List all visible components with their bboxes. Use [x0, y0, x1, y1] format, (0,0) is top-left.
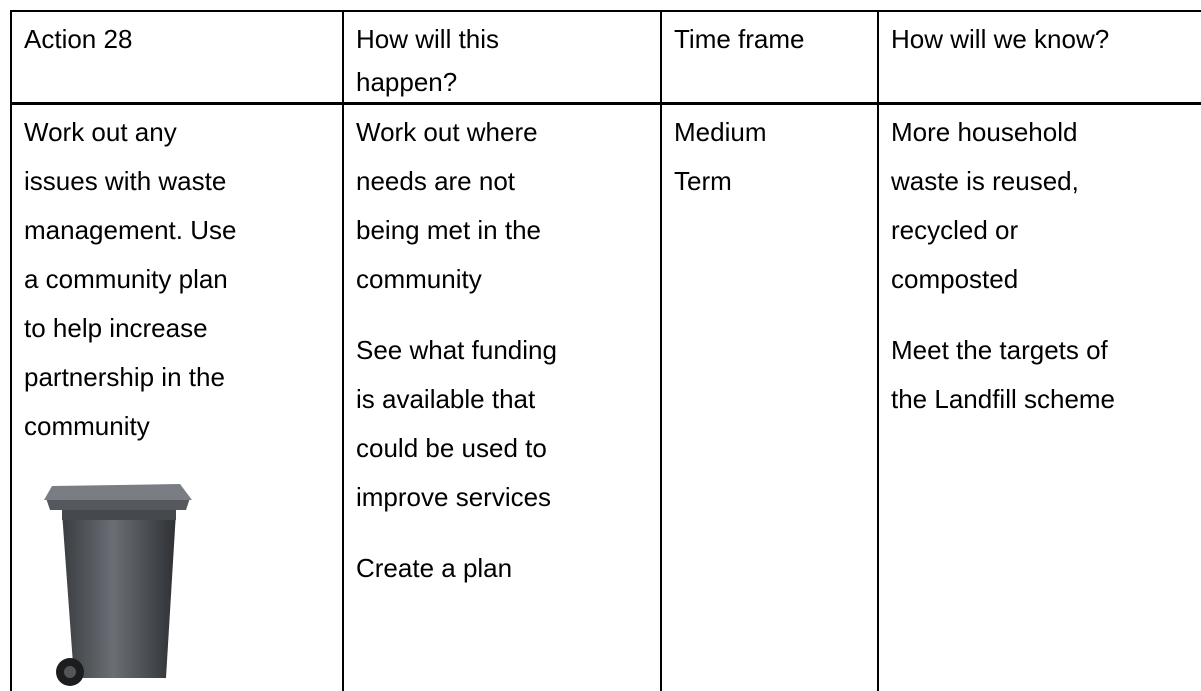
- cell-text: could be used to: [356, 433, 547, 463]
- table-border: [10, 10, 12, 691]
- paragraph: Meet the targets of the Landfill scheme: [891, 326, 1115, 424]
- table-border: [10, 10, 1201, 12]
- header-cell: Action 28: [24, 18, 132, 61]
- cell-text: to help increase: [24, 313, 208, 343]
- cell-text: Work out where: [356, 117, 538, 147]
- cell-text: the Landfill scheme: [891, 384, 1116, 414]
- cell-text: recycled or: [891, 215, 1019, 245]
- cell-text: waste is reused,: [891, 166, 1079, 196]
- cell-text: management. Use: [24, 215, 237, 245]
- cell-text: needs are not: [356, 166, 516, 196]
- header-text: Time frame: [674, 24, 805, 54]
- header-text: How will we know?: [891, 24, 1110, 54]
- cell-text: community: [356, 264, 482, 294]
- cell-text: being met in the: [356, 215, 542, 245]
- table-border: [877, 10, 879, 691]
- paragraph: Work out any issues with waste management.…: [24, 108, 236, 451]
- cell-text: More household: [891, 117, 1078, 147]
- table-border: [342, 10, 344, 691]
- cell-text: Meet the targets of: [891, 335, 1108, 365]
- wheelie-bin-icon: [44, 484, 192, 686]
- cell-text: Create a plan: [356, 553, 513, 583]
- cell-text: issues with waste: [24, 166, 227, 196]
- paragraph: Create a plan: [356, 544, 557, 593]
- cell-text: Term: [674, 166, 732, 196]
- paragraph: More household waste is reused, recycled o…: [891, 108, 1115, 304]
- header-cell: How will we know?: [891, 18, 1109, 61]
- cell-text: is available that: [356, 384, 536, 414]
- header-text: happen?: [356, 67, 458, 97]
- paragraph: Work out where needs are not being met in …: [356, 108, 557, 304]
- paragraph: Medium Term: [674, 108, 766, 206]
- table-border: [10, 102, 1201, 105]
- header-cell: Time frame: [674, 18, 805, 61]
- paragraph: See what funding is available that could b…: [356, 326, 557, 522]
- cell-text: See what funding: [356, 335, 557, 365]
- cell-text: community: [24, 411, 150, 441]
- body-cell: Medium Term: [674, 108, 766, 206]
- cell-text: a community plan: [24, 264, 228, 294]
- cell-text: Work out any: [24, 117, 177, 147]
- body-cell: Work out where needs are not being met in …: [356, 108, 557, 593]
- cell-text: composted: [891, 264, 1019, 294]
- header-text: Action 28: [24, 24, 133, 54]
- cell-text: improve services: [356, 482, 552, 512]
- header-text: How will this: [356, 24, 500, 54]
- body-cell: More household waste is reused, recycled o…: [891, 108, 1115, 424]
- cell-text: Medium: [674, 117, 767, 147]
- header-cell: How will this happen?: [356, 18, 499, 104]
- table-border: [660, 10, 662, 691]
- body-cell: Work out any issues with waste management.…: [24, 108, 236, 451]
- cell-text: partnership in the: [24, 362, 225, 392]
